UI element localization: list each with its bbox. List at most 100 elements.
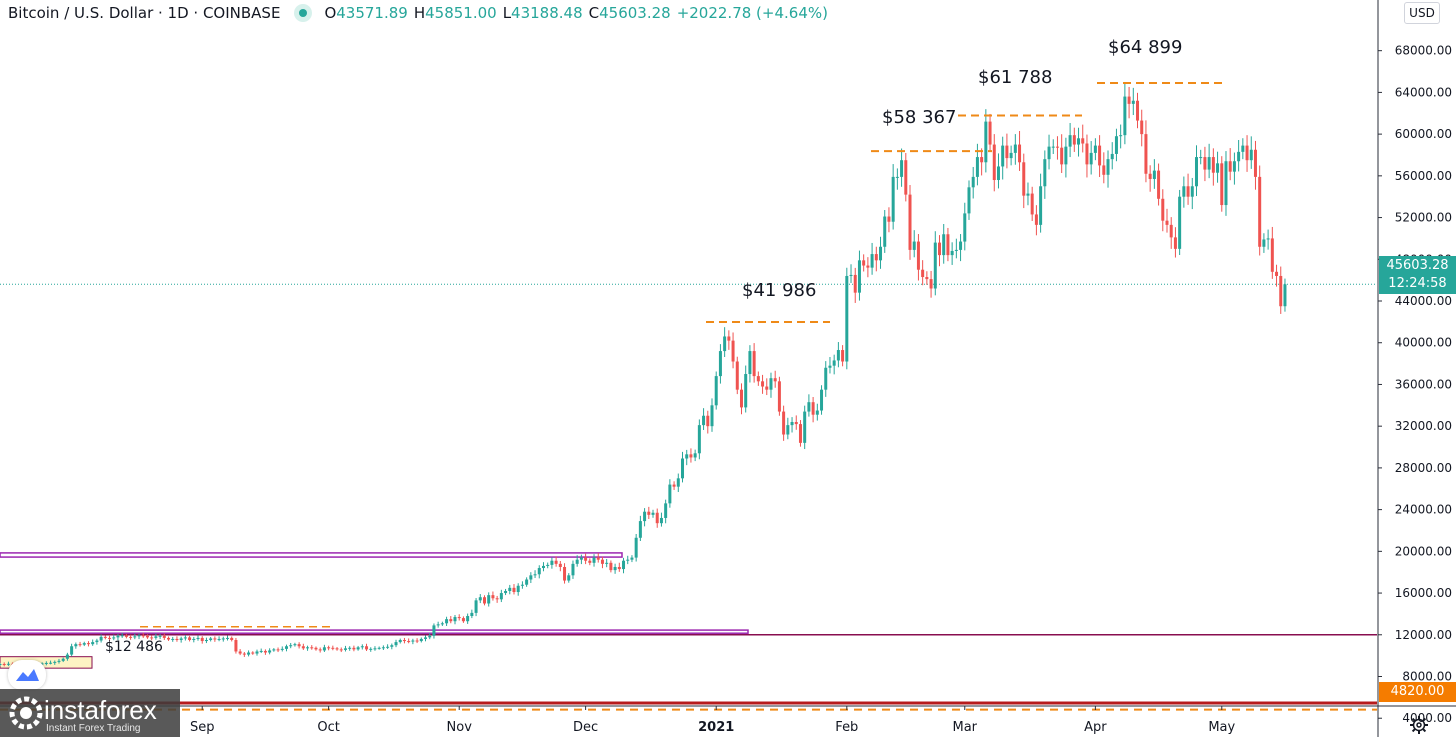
candle [280, 646, 284, 652]
candle-body [280, 648, 284, 650]
open-label: O [324, 4, 337, 22]
candle-body [327, 647, 331, 649]
candle [980, 148, 984, 176]
candle [1220, 156, 1224, 212]
candle [887, 207, 891, 233]
candle [137, 633, 141, 640]
currency-button[interactable]: USD [1404, 2, 1440, 24]
candle [474, 598, 478, 617]
candle-body [192, 638, 196, 640]
candle [630, 555, 634, 563]
x-tick-label: Oct [317, 720, 339, 735]
candle [752, 343, 756, 383]
candle [440, 621, 444, 626]
candle [377, 646, 381, 650]
candle [234, 637, 238, 654]
candle-body [343, 648, 347, 650]
candle-body [537, 568, 541, 575]
candle [259, 648, 263, 654]
candle [419, 637, 423, 643]
candle-body [874, 254, 878, 261]
candle-body [916, 241, 920, 270]
candle-body [179, 638, 183, 640]
candle-body [86, 643, 90, 645]
candle [912, 230, 916, 258]
candle [74, 642, 78, 649]
candle-body [1047, 146, 1051, 160]
candle [268, 648, 272, 655]
candle-body [828, 365, 832, 368]
candle [284, 644, 288, 652]
y-tick-label: 44000.00 [1395, 294, 1452, 308]
candle [916, 234, 920, 281]
candle-body [756, 376, 760, 382]
candle [676, 473, 680, 492]
candle-body [600, 559, 604, 564]
candle [1203, 146, 1207, 182]
candle-body [853, 274, 857, 293]
candle [1093, 138, 1097, 161]
candle [975, 143, 979, 186]
candle-body [584, 557, 588, 561]
candle-body [824, 367, 828, 390]
candle [908, 185, 912, 260]
candle [339, 647, 343, 653]
candle-body [841, 350, 845, 362]
candle-body [1022, 162, 1026, 196]
candle [322, 644, 326, 653]
candle-body [996, 166, 1000, 181]
candle-body [731, 340, 735, 362]
candle-body [99, 636, 103, 641]
candle [1275, 264, 1279, 287]
candle [78, 641, 82, 647]
candle-body [1060, 147, 1064, 165]
candle [70, 643, 74, 657]
candle [44, 661, 48, 666]
candle-body [238, 651, 242, 654]
candle-body [685, 454, 689, 459]
tradingview-cloud-icon[interactable] [8, 660, 46, 690]
candle [537, 565, 541, 579]
candle [744, 365, 748, 413]
candle-body [204, 639, 208, 642]
candle [221, 636, 225, 642]
settings-gear-icon[interactable] [1409, 715, 1429, 735]
candle-body [1283, 284, 1287, 307]
candle [634, 534, 638, 562]
candle [1241, 138, 1245, 160]
candle [1068, 122, 1072, 158]
candle-body [613, 566, 617, 571]
candle-body [946, 234, 950, 256]
candle [453, 614, 457, 625]
candle-body [1178, 196, 1182, 249]
market-status-icon [294, 4, 313, 22]
candle-body [57, 660, 61, 662]
candle-body [1190, 186, 1194, 197]
candle [638, 515, 642, 542]
candle-body [887, 216, 891, 222]
candle-body [436, 624, 440, 626]
candle [605, 558, 609, 568]
candle-body [786, 425, 790, 435]
symbol-title: Bitcoin / U.S. Dollar · 1D · COINBASE [8, 4, 281, 22]
candle-body [1258, 176, 1262, 247]
candle [103, 635, 107, 640]
candle [162, 633, 166, 640]
close-value: 45603.28 [599, 4, 671, 22]
candle [874, 246, 878, 272]
y-tick-label: 12000.00 [1395, 628, 1452, 642]
candle-body [1077, 138, 1081, 145]
candle-body [520, 584, 524, 586]
low-label: L [502, 4, 512, 22]
candle [596, 553, 600, 563]
y-tick-label: 16000.00 [1395, 586, 1452, 600]
x-tick-label: Mar [953, 720, 978, 735]
candle-body [1085, 143, 1089, 165]
candle-body [1165, 220, 1169, 225]
candle [769, 372, 773, 398]
candle-body [495, 598, 499, 600]
candle-body [929, 279, 933, 289]
candle [1232, 152, 1236, 185]
